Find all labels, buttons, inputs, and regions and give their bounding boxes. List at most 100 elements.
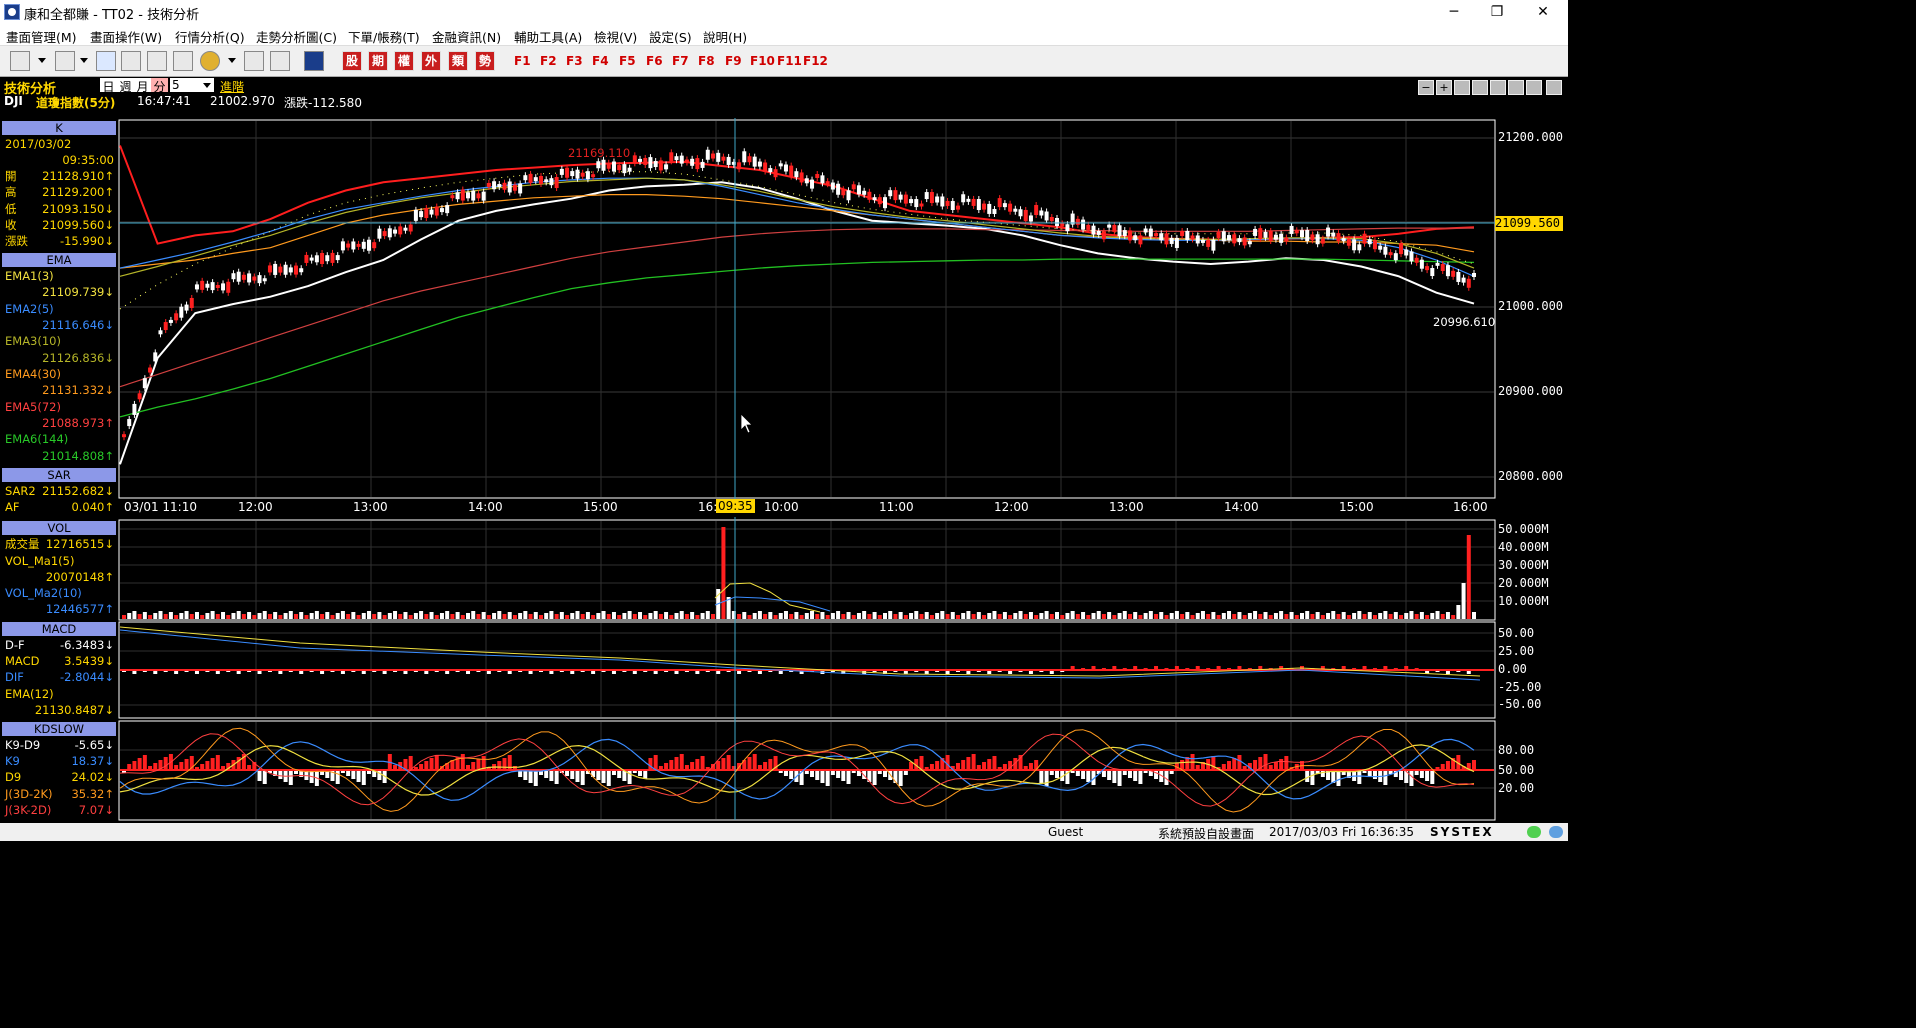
candle bbox=[710, 153, 715, 159]
maximize-button[interactable]: ❐ bbox=[1490, 4, 1504, 20]
candle bbox=[580, 172, 585, 177]
close-window-icon[interactable] bbox=[121, 51, 141, 71]
menu-order-account[interactable]: 下單/帳務(T) bbox=[348, 30, 420, 45]
sar-panel-header[interactable]: SAR bbox=[2, 468, 116, 482]
tile-vertical-icon[interactable] bbox=[173, 51, 193, 71]
fkey-f3[interactable]: F3 bbox=[566, 54, 583, 68]
candle bbox=[1138, 235, 1143, 245]
save-icon[interactable] bbox=[1508, 80, 1524, 95]
vol-panel-header[interactable]: VOL bbox=[2, 521, 116, 535]
layout-icon[interactable] bbox=[10, 51, 30, 71]
volume-bar bbox=[351, 612, 356, 619]
fkey-f12[interactable]: F12 bbox=[803, 54, 828, 68]
fkey-f4[interactable]: F4 bbox=[592, 54, 609, 68]
volume-bar bbox=[1195, 613, 1200, 619]
candle bbox=[1117, 225, 1122, 237]
advanced-link[interactable]: 進階 bbox=[220, 80, 245, 94]
fkey-f7[interactable]: F7 bbox=[672, 54, 689, 68]
kd-bar bbox=[283, 770, 288, 782]
period-tab-month[interactable]: 月 bbox=[134, 78, 151, 94]
kd-bar bbox=[987, 759, 992, 770]
chevron-down-icon[interactable] bbox=[80, 58, 88, 63]
tile-horizontal-icon[interactable] bbox=[147, 51, 167, 71]
kd-bar bbox=[325, 770, 330, 778]
chevron-down-icon[interactable] bbox=[203, 83, 211, 88]
search-icon[interactable] bbox=[96, 51, 116, 71]
volume-bar bbox=[664, 612, 669, 619]
close-button[interactable]: ✕ bbox=[1537, 4, 1549, 20]
menu-trend-chart[interactable]: 走勢分析圖(C) bbox=[256, 30, 337, 45]
disk-icon[interactable] bbox=[244, 51, 264, 71]
menu-help[interactable]: 說明(H) bbox=[703, 30, 748, 45]
monitor-icon[interactable] bbox=[270, 51, 290, 71]
candle bbox=[1263, 231, 1268, 238]
kd-bar bbox=[768, 759, 773, 770]
period-tab-week[interactable]: 週 bbox=[117, 78, 134, 94]
menu-settings[interactable]: 設定(S) bbox=[649, 30, 692, 45]
settings-icon[interactable] bbox=[1490, 80, 1506, 95]
volume-bar bbox=[622, 613, 627, 619]
trend-button[interactable]: 勢 bbox=[475, 51, 495, 71]
stock-button[interactable]: 股 bbox=[342, 51, 362, 71]
chevron-down-icon[interactable] bbox=[228, 58, 236, 63]
kd-bar bbox=[1122, 770, 1127, 775]
macd-bar bbox=[1185, 668, 1190, 670]
menu-financial-info[interactable]: 金融資訊(N) bbox=[432, 30, 502, 45]
symbol-code: DJI bbox=[4, 94, 23, 108]
kd-bar bbox=[382, 770, 387, 783]
futures-button[interactable]: 期 bbox=[368, 51, 388, 71]
kd-bar bbox=[1148, 770, 1153, 776]
kd-bar bbox=[450, 760, 455, 770]
volume-bar bbox=[862, 611, 867, 619]
fkey-f9[interactable]: F9 bbox=[725, 54, 742, 68]
period-select[interactable]: 5 bbox=[170, 78, 214, 92]
fkey-f11[interactable]: F11 bbox=[777, 54, 802, 68]
kd-bar bbox=[731, 766, 736, 770]
category-button[interactable]: 類 bbox=[448, 51, 468, 71]
kd-bar bbox=[288, 770, 293, 785]
kd-bar bbox=[1279, 759, 1284, 770]
kd-bar bbox=[820, 770, 825, 783]
save-screen-icon[interactable] bbox=[55, 51, 75, 71]
kd-panel-header[interactable]: KDSLOW bbox=[2, 722, 116, 736]
fkey-f1[interactable]: F1 bbox=[514, 54, 531, 68]
k-panel-header[interactable]: K bbox=[2, 121, 116, 135]
brush-icon[interactable] bbox=[1546, 80, 1562, 95]
kd-bar bbox=[778, 770, 783, 773]
period-tab-minute[interactable]: 分 bbox=[151, 78, 168, 94]
menu-screen-operate[interactable]: 畫面操作(W) bbox=[90, 30, 163, 45]
kd-bar bbox=[1362, 770, 1367, 773]
technical-chart[interactable] bbox=[0, 0, 1568, 841]
volume-bar bbox=[669, 615, 674, 619]
coin-icon[interactable] bbox=[200, 51, 220, 71]
window-icon[interactable] bbox=[1526, 80, 1542, 95]
fkey-f6[interactable]: F6 bbox=[646, 54, 663, 68]
volume-bar bbox=[184, 611, 189, 619]
app-logo-icon[interactable] bbox=[304, 51, 324, 71]
options-button[interactable]: 權 bbox=[394, 51, 414, 71]
magnify-minus-icon[interactable] bbox=[1454, 80, 1470, 95]
chevron-down-icon[interactable] bbox=[38, 58, 46, 63]
macd-panel-header[interactable]: MACD bbox=[2, 622, 116, 636]
candle bbox=[955, 205, 960, 210]
menu-tools[interactable]: 輔助工具(A) bbox=[514, 30, 583, 45]
volume-bar bbox=[205, 613, 210, 619]
period-tab-day[interactable]: 日 bbox=[100, 78, 117, 94]
minimize-button[interactable]: ─ bbox=[1449, 4, 1459, 20]
menu-view[interactable]: 檢視(V) bbox=[594, 30, 638, 45]
fkey-f8[interactable]: F8 bbox=[698, 54, 715, 68]
fkey-f10[interactable]: F10 bbox=[750, 54, 775, 68]
macd-bar bbox=[424, 670, 429, 674]
menu-screen-manage[interactable]: 畫面管理(M) bbox=[6, 30, 77, 45]
fkey-f2[interactable]: F2 bbox=[540, 54, 557, 68]
zoom-out-icon[interactable]: − bbox=[1418, 80, 1434, 95]
volume-bar bbox=[1393, 612, 1398, 619]
fkey-f5[interactable]: F5 bbox=[619, 54, 636, 68]
volume-bar bbox=[1070, 611, 1075, 619]
menu-quote-analysis[interactable]: 行情分析(Q) bbox=[175, 30, 245, 45]
volume-bar bbox=[544, 613, 549, 619]
zoom-in-icon[interactable]: + bbox=[1436, 80, 1452, 95]
foreign-button[interactable]: 外 bbox=[421, 51, 441, 71]
magnify-plus-icon[interactable] bbox=[1472, 80, 1488, 95]
ema-panel-header[interactable]: EMA bbox=[2, 253, 116, 267]
